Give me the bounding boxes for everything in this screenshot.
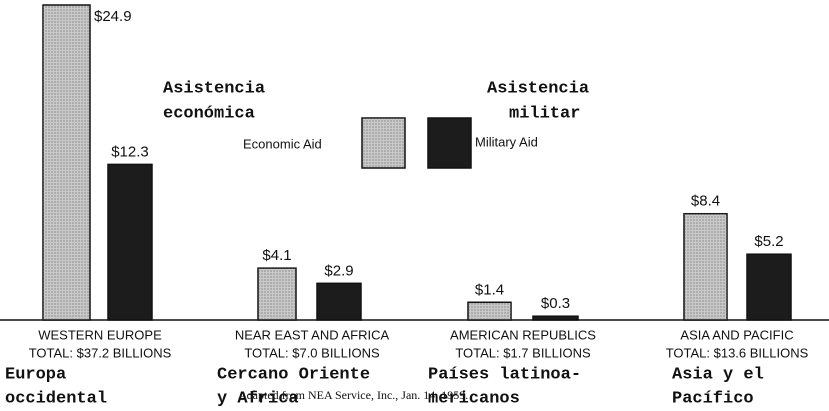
bar-texture [258, 268, 296, 320]
value-label: $4.1 [262, 247, 291, 264]
value-label: $2.9 [324, 262, 353, 279]
value-label: $5.2 [754, 233, 783, 250]
category-label-es: occidental [5, 389, 107, 408]
bar-texture [43, 5, 90, 320]
value-label: $12.3 [111, 143, 149, 160]
value-label: $8.4 [691, 193, 720, 210]
category-label-es: mericanos [428, 389, 520, 408]
bar-texture [468, 302, 511, 320]
category-label: NEAR EAST AND AFRICA [235, 327, 390, 342]
legend-label-es: económica [163, 104, 255, 123]
category-label: WESTERN EUROPE [38, 327, 162, 342]
category-total: TOTAL: $7.0 BILLIONS [244, 345, 380, 360]
legend-swatch [427, 117, 472, 169]
category-label-es: Asia y el [672, 365, 764, 384]
source: Adapted from NEA Service, Inc., Jan. 14,… [238, 388, 468, 402]
category-label: AMERICAN REPUBLICS [450, 327, 596, 342]
legend-label: Economic Aid [243, 136, 322, 151]
legend-label-es: Asistencia [487, 79, 589, 98]
bar [107, 163, 153, 321]
category-label-es: Países latinoa- [428, 365, 581, 384]
value-label: $24.9 [94, 8, 132, 25]
value-label: $0.3 [541, 295, 570, 312]
bar [316, 282, 362, 321]
legend-label-es: militar [509, 104, 580, 123]
legend-texture [362, 118, 405, 168]
value-label: $1.4 [475, 281, 504, 298]
legend-label-es: Asistencia [163, 79, 265, 98]
bar-texture [684, 213, 727, 320]
category-label: ASIA AND PACIFIC [680, 327, 793, 342]
category-total: TOTAL: $37.2 BILLIONS [29, 345, 172, 360]
category-total: TOTAL: $13.6 BILLIONS [666, 345, 809, 360]
category-label-es: y Africa [217, 389, 299, 408]
bar [746, 253, 792, 321]
category-label-es: Cercano Oriente [217, 365, 370, 384]
category-label-es: Pacífico [672, 389, 754, 408]
bar [532, 315, 579, 321]
legend-label: Military Aid [475, 134, 538, 149]
category-label-es: Europa [5, 365, 66, 384]
category-total: TOTAL: $1.7 BILLIONS [455, 345, 591, 360]
